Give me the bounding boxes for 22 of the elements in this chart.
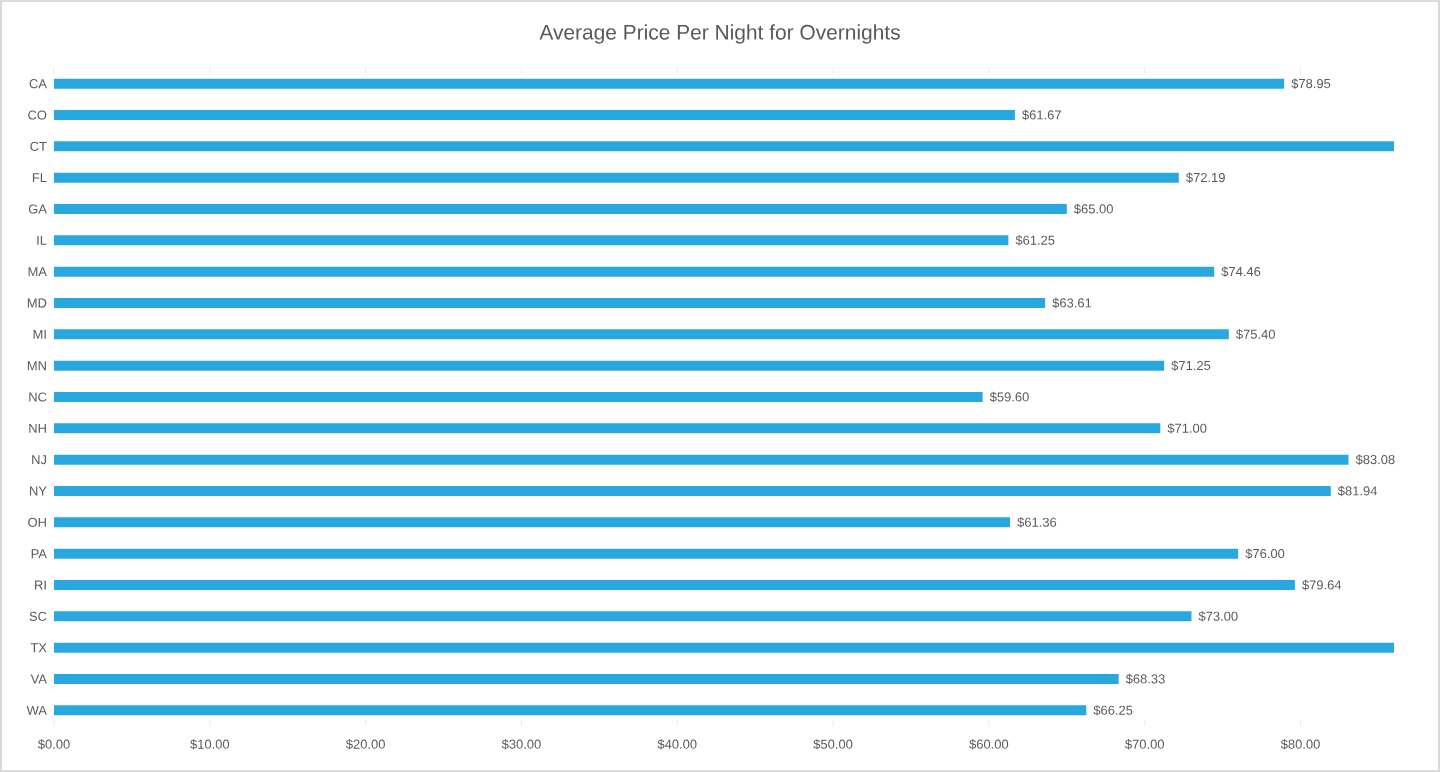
bar	[54, 298, 1046, 308]
bar	[54, 454, 1349, 465]
bar	[54, 611, 1192, 622]
bar	[54, 392, 983, 403]
bar	[54, 329, 1229, 340]
bar	[54, 204, 1067, 214]
bar	[54, 266, 1215, 277]
bar	[54, 548, 1239, 559]
bar	[54, 674, 1119, 685]
bar	[54, 141, 1395, 152]
bar	[54, 110, 1015, 120]
bar	[54, 580, 1295, 591]
bar	[54, 423, 1161, 434]
bar	[54, 705, 1087, 716]
bar	[54, 486, 1331, 497]
bar	[54, 78, 1285, 89]
bar	[54, 172, 1179, 183]
bar	[54, 360, 1165, 371]
bar	[54, 235, 1009, 246]
chart-title: Average Price Per Night for Overnights	[539, 24, 900, 44]
bar	[54, 517, 1011, 528]
bar	[54, 642, 1395, 653]
